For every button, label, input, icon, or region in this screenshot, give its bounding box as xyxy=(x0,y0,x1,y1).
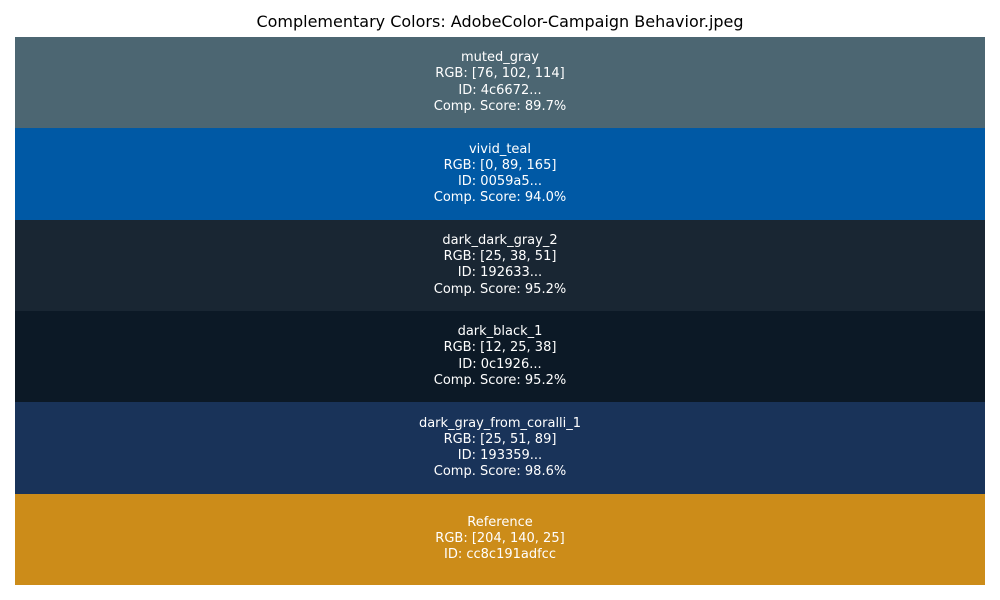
swatch-id: ID: 4c6672... xyxy=(458,82,542,98)
swatch-id: ID: cc8c191adfcc xyxy=(444,547,556,563)
swatch-name: muted_gray xyxy=(460,50,539,66)
swatch-score: Comp. Score: 89.7% xyxy=(433,98,567,114)
swatch-rgb: RGB: [25, 51, 89] xyxy=(443,431,557,447)
swatch-rgb: RGB: [76, 102, 114] xyxy=(435,66,565,82)
swatch-id: ID: 192633... xyxy=(457,265,543,281)
color-swatch-reference: Reference RGB: [204, 140, 25] ID: cc8c191a… xyxy=(15,493,985,585)
color-swatch-stack: muted_gray RGB: [76, 102, 114] ID: 4c6672.… xyxy=(15,37,985,585)
color-swatch-dark-dark-gray-2: dark_dark_gray_2 RGB: [25, 38, 51] ID: 192… xyxy=(15,219,985,311)
color-swatch-dark-gray-from-coralli-1: dark_gray_from_coralli_1 RGB: [25, 51, 89… xyxy=(15,402,985,494)
swatch-rgb: RGB: [0, 89, 165] xyxy=(443,157,557,173)
chart-title: Complementary Colors: AdobeColor-Campaig… xyxy=(256,12,744,31)
swatch-name: Reference xyxy=(467,515,533,531)
swatch-id: ID: 0059a5... xyxy=(457,173,543,189)
swatch-name: vivid_teal xyxy=(468,141,532,157)
swatch-name: dark_gray_from_coralli_1 xyxy=(418,415,582,431)
swatch-rgb: RGB: [25, 38, 51] xyxy=(443,249,557,265)
swatch-score: Comp. Score: 95.2% xyxy=(433,372,567,388)
color-swatch-vivid-teal: vivid_teal RGB: [0, 89, 165] ID: 0059a5...… xyxy=(15,128,985,220)
swatch-id: ID: 193359... xyxy=(457,447,543,463)
swatch-score: Comp. Score: 94.0% xyxy=(433,190,567,206)
swatch-score: Comp. Score: 98.6% xyxy=(433,464,567,480)
color-swatch-dark-black-1: dark_black_1 RGB: [12, 25, 38] ID: 0c1926.… xyxy=(15,311,985,403)
swatch-name: dark_black_1 xyxy=(457,324,543,340)
swatch-name: dark_dark_gray_2 xyxy=(442,232,558,248)
swatch-id: ID: 0c1926... xyxy=(458,356,542,372)
swatch-rgb: RGB: [204, 140, 25] xyxy=(435,531,565,547)
swatch-rgb: RGB: [12, 25, 38] xyxy=(443,340,557,356)
color-swatch-muted-gray: muted_gray RGB: [76, 102, 114] ID: 4c6672.… xyxy=(15,37,985,129)
swatch-score: Comp. Score: 95.2% xyxy=(433,281,567,297)
